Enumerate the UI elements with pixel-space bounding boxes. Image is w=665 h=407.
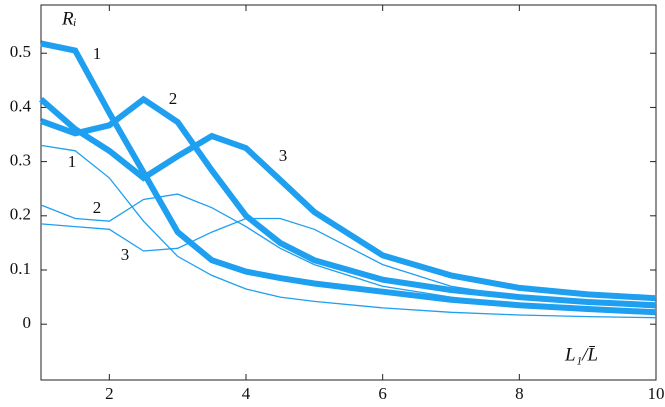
y-tick-label: 0.2	[10, 205, 31, 224]
series-label: 3	[279, 146, 288, 165]
x-axis-label: L₁/L̄	[564, 344, 598, 365]
series-label: 3	[121, 245, 130, 264]
series-line	[39, 97, 657, 302]
series-line	[39, 95, 657, 309]
plot-frame	[40, 4, 657, 381]
y-axis-label: Rᵢ	[61, 8, 77, 29]
series-line	[40, 144, 657, 319]
series-label: 2	[169, 89, 178, 108]
x-tick-label: 8	[515, 384, 524, 403]
series-line	[40, 217, 657, 309]
y-tick-label: 0.4	[10, 96, 32, 115]
y-tick-label: 0.3	[10, 151, 31, 170]
series-line	[40, 193, 657, 314]
x-tick-label: 6	[378, 384, 387, 403]
y-tick-label: 0.5	[10, 42, 31, 61]
series-label: 1	[68, 152, 77, 171]
x-tick-label: 10	[648, 384, 665, 403]
series-label: 2	[93, 198, 102, 217]
x-tick-label: 4	[242, 384, 251, 403]
x-tick-label: 2	[105, 384, 114, 403]
y-tick-label: 0.1	[10, 259, 31, 278]
y-tick-label: 0	[23, 313, 32, 332]
series-label: 1	[93, 44, 102, 63]
